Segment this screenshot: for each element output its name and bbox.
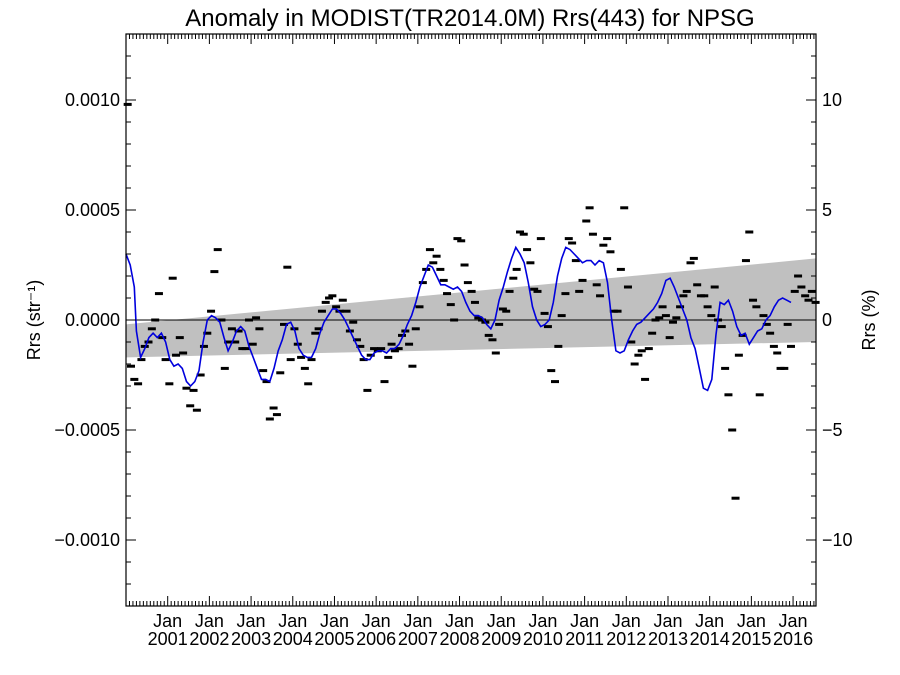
x-tick-label-year: 2005 bbox=[314, 629, 354, 649]
chart-title: Anomaly in MODIST(TR2014.0M) Rrs(443) fo… bbox=[185, 5, 754, 32]
x-tick-label-month: Jan bbox=[737, 611, 766, 631]
x-tick-label-year: 2001 bbox=[148, 629, 188, 649]
x-tick-label-year: 2004 bbox=[273, 629, 313, 649]
x-tick-label-month: Jan bbox=[653, 611, 682, 631]
x-tick-label-month: Jan bbox=[237, 611, 266, 631]
y-left-tick-label: −0.0005 bbox=[54, 420, 120, 440]
x-tick-label-year: 2013 bbox=[648, 629, 688, 649]
y-axis-left: 0.0010 0.0005 0.0000 −0.0005 −0.0010 bbox=[54, 55, 136, 585]
x-tick-label-month: Jan bbox=[195, 611, 224, 631]
y-right-tick-label: 5 bbox=[822, 200, 832, 220]
plot-area bbox=[123, 102, 820, 500]
x-tick-label-year: 2014 bbox=[690, 629, 730, 649]
y-left-tick-label: −0.0010 bbox=[54, 530, 120, 550]
x-tick-label-month: Jan bbox=[695, 611, 724, 631]
monthly-anomaly-points bbox=[123, 102, 820, 500]
y-left-tick-label: 0.0010 bbox=[65, 90, 120, 110]
x-axis: Jan2001Jan2002Jan2003Jan2004Jan2005Jan20… bbox=[125, 34, 815, 649]
x-tick-label-year: 2008 bbox=[440, 629, 480, 649]
x-tick-label-year: 2010 bbox=[523, 629, 563, 649]
y-right-tick-label: −10 bbox=[822, 530, 853, 550]
smoothed-line bbox=[125, 245, 792, 392]
trend-uncertainty-band bbox=[126, 258, 816, 358]
x-tick-label-year: 2006 bbox=[356, 629, 396, 649]
y-axis-right-label: Rrs (%) bbox=[859, 290, 879, 351]
y-right-tick-label: 10 bbox=[822, 90, 842, 110]
x-tick-label-month: Jan bbox=[320, 611, 349, 631]
x-tick-label-year: 2009 bbox=[481, 629, 521, 649]
y-right-tick-label: −5 bbox=[822, 420, 843, 440]
x-tick-label-year: 2003 bbox=[231, 629, 271, 649]
x-tick-label-month: Jan bbox=[612, 611, 641, 631]
smoothed-anomaly-series bbox=[125, 245, 792, 392]
x-tick-label-year: 2015 bbox=[731, 629, 771, 649]
x-tick-label-month: Jan bbox=[362, 611, 391, 631]
x-tick-label-month: Jan bbox=[779, 611, 808, 631]
x-tick-label-month: Jan bbox=[487, 611, 516, 631]
x-tick-label-year: 2016 bbox=[773, 629, 813, 649]
x-tick-label-month: Jan bbox=[570, 611, 599, 631]
x-tick-label-month: Jan bbox=[528, 611, 557, 631]
y-axis-right: 10 5 0 −5 −10 bbox=[806, 55, 853, 585]
band-polygon bbox=[126, 258, 816, 358]
x-tick-label-month: Jan bbox=[445, 611, 474, 631]
x-tick-label-year: 2011 bbox=[565, 629, 604, 649]
x-tick-label-year: 2002 bbox=[189, 629, 229, 649]
y-axis-left-label: Rrs (str⁻¹) bbox=[24, 280, 44, 360]
x-tick-label-month: Jan bbox=[403, 611, 432, 631]
y-left-tick-label: 0.0005 bbox=[65, 200, 120, 220]
x-tick-label-year: 2012 bbox=[606, 629, 646, 649]
x-tick-label-month: Jan bbox=[278, 611, 307, 631]
y-right-tick-label: 0 bbox=[822, 310, 832, 330]
y-left-tick-label: 0.0000 bbox=[65, 310, 120, 330]
x-tick-label-year: 2007 bbox=[398, 629, 438, 649]
x-tick-label-month: Jan bbox=[153, 611, 182, 631]
